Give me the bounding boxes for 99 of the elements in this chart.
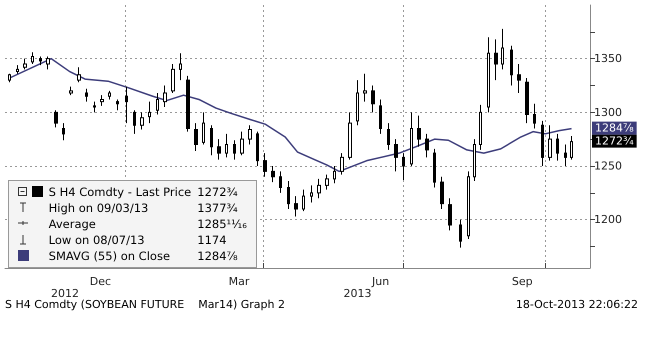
y-tick-label: 1200: [594, 213, 622, 226]
candlestick: [525, 77, 529, 124]
candlestick: [379, 98, 382, 134]
line-series: [8, 58, 572, 172]
candlestick: [93, 101, 96, 113]
candlestick: [340, 152, 344, 176]
candlestick: [271, 166, 275, 183]
annotation: Average: [48, 216, 97, 232]
candlestick: [302, 189, 305, 212]
candlestick: [163, 85, 167, 108]
legend-label: S H4 Comdty - Last Price: [48, 184, 192, 200]
candlestick: [548, 124, 552, 162]
candlestick: [570, 135, 573, 160]
candlestick: [171, 64, 175, 94]
candlestick: [125, 86, 128, 124]
candlestick: [100, 94, 104, 106]
text: 1284⅞: [197, 249, 238, 263]
candlestick: [317, 178, 321, 199]
annotation: 1272¾: [595, 134, 634, 148]
x-tick-label: Jun: [371, 275, 390, 288]
candlestick: [417, 115, 421, 148]
candlestick: [179, 52, 182, 81]
candlestick: [256, 131, 259, 167]
candlestick: [541, 120, 544, 167]
candlestick: [108, 90, 111, 100]
annotation: Low on 08/07/13: [48, 232, 146, 248]
candlestick: [510, 45, 513, 86]
candlestick: [54, 110, 58, 128]
candlestick: [31, 52, 34, 65]
candlestick: [148, 101, 151, 124]
candlestick: [402, 152, 405, 180]
candlestick: [16, 64, 19, 74]
candlestick: [133, 110, 136, 134]
candlestick: [217, 138, 221, 160]
candlestick: [8, 73, 11, 83]
candlestick: [202, 112, 205, 146]
candlestick: [325, 174, 329, 190]
text: 1272¾: [197, 185, 238, 199]
candlestick: [233, 140, 236, 160]
candlestick: [371, 85, 375, 113]
candlestick: [363, 73, 367, 102]
candlestick: [479, 104, 482, 150]
candlestick: [356, 80, 359, 126]
candlestick: [517, 64, 521, 94]
candlestick: [69, 86, 73, 96]
candlestick: [459, 219, 462, 248]
candlestick: [279, 170, 282, 194]
x-tick-label: Dec: [90, 275, 112, 288]
legend-label: SMAVG (55) on Close: [48, 248, 172, 264]
candlestick: [564, 144, 567, 167]
annotation: 1174: [196, 232, 228, 248]
text: S H4 Comdty (SOYBEAN FUTURE Mar14) Graph 2: [5, 298, 285, 311]
candlestick: [533, 103, 536, 129]
candlestick: [240, 131, 244, 156]
candlestick: [23, 58, 27, 70]
annotation: 1377¾: [196, 200, 239, 216]
candlestick: [425, 133, 429, 158]
candlestick: [333, 166, 336, 184]
candlestick: [556, 133, 559, 162]
candlestick: [140, 112, 144, 130]
x-tick-label: Sep: [512, 275, 533, 288]
annotation: 1285¹¹⁄₁₆: [196, 216, 248, 232]
candlestick: [156, 92, 159, 115]
candlestick: [248, 124, 252, 146]
candlestick: [225, 133, 228, 158]
candlestick: [387, 122, 390, 150]
text: 2012: [51, 287, 80, 300]
candlestick: [77, 66, 81, 83]
y-tick-label: 1250: [594, 160, 622, 173]
candlestick: [410, 112, 413, 167]
candlestick: [487, 36, 490, 113]
candlestick: [294, 196, 298, 217]
candlestick: [433, 148, 436, 188]
candlestick: [263, 152, 267, 178]
candlestick: [310, 184, 313, 204]
text: 2013: [344, 287, 372, 300]
candlestick: [85, 88, 88, 102]
annotation: High on 09/03/13: [48, 200, 150, 216]
candlestick: [501, 28, 504, 70]
candlestick: [448, 198, 452, 231]
candlestick: [186, 75, 190, 132]
candlestick: [46, 56, 50, 70]
candlestick: [210, 124, 213, 156]
candlestick: [473, 138, 476, 182]
candlestick: [394, 138, 398, 172]
annotation: 1284⅞: [595, 122, 634, 135]
candlestick: [494, 38, 498, 81]
candlestick: [39, 56, 42, 66]
y-tick-label: 1300: [594, 106, 622, 119]
candlestick: [287, 180, 290, 210]
text: 18-Oct-2013 22:06:22: [516, 298, 638, 311]
candlestick: [467, 170, 470, 240]
y-tick-label: 1350: [594, 52, 622, 66]
candlestick: [116, 98, 119, 111]
candlestick: [62, 122, 65, 141]
candlestick: [440, 176, 444, 210]
candlestick: [348, 112, 352, 160]
x-tick-label: Mar: [228, 275, 250, 288]
candlestick: [194, 122, 198, 152]
